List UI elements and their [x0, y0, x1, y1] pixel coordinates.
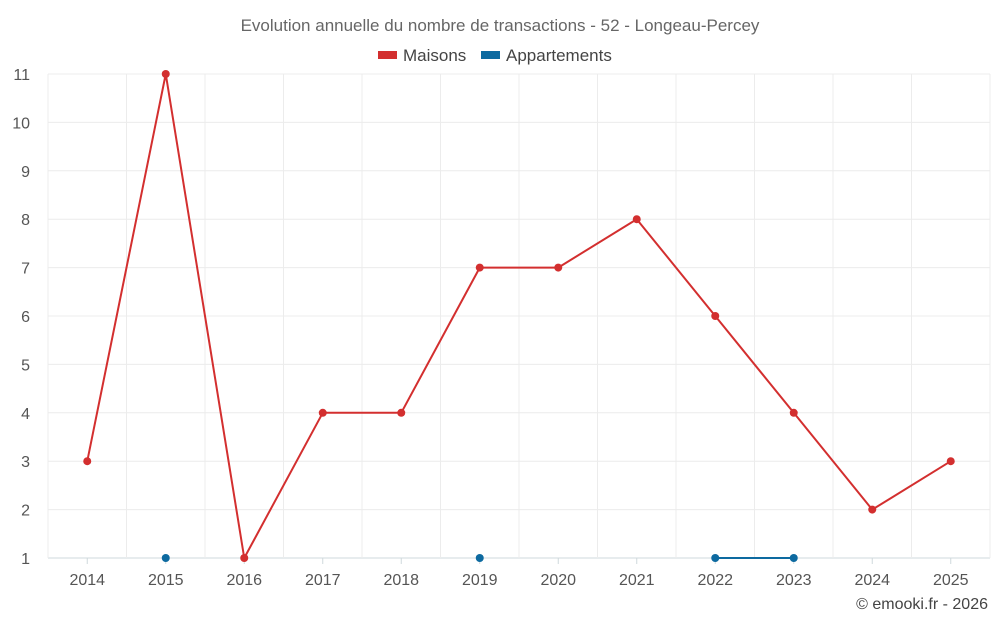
point-maisons-2025[interactable]	[946, 457, 955, 466]
x-tick-label-2016: 2016	[226, 572, 262, 589]
point-maisons-2015[interactable]	[161, 70, 170, 78]
legend-label-appartements: Appartements	[506, 46, 612, 65]
credit-text: © emooki.fr - 2026	[856, 596, 988, 613]
point-maisons-2021[interactable]	[632, 215, 641, 224]
x-tick-label-2015: 2015	[148, 572, 184, 589]
x-tick-label-2018: 2018	[383, 572, 419, 589]
plot-area	[83, 70, 955, 562]
x-tick-label-2021: 2021	[619, 572, 655, 589]
point-maisons-2017[interactable]	[318, 408, 327, 417]
y-tick-label: 1	[21, 551, 30, 568]
legend-item-appartements[interactable]: Appartements	[481, 46, 612, 65]
point-appartements-2022[interactable]	[711, 554, 720, 562]
point-maisons-2020[interactable]	[554, 263, 563, 272]
y-tick-label: 8	[21, 212, 30, 229]
x-tick-label-2024: 2024	[854, 572, 890, 589]
y-tick-label: 4	[21, 406, 30, 423]
y-tick-label: 10	[12, 115, 30, 132]
x-tick-label-2022: 2022	[697, 572, 733, 589]
legend: Maisons Appartements	[378, 46, 612, 65]
point-maisons-2019[interactable]	[475, 263, 484, 272]
x-tick-label-2025: 2025	[933, 572, 969, 589]
point-appartements-2015[interactable]	[161, 554, 170, 562]
series-line-maisons	[86, 73, 952, 559]
point-maisons-2016[interactable]	[240, 554, 249, 562]
x-tick-label-2020: 2020	[540, 572, 576, 589]
y-tick-label: 7	[21, 261, 30, 278]
x-tick-label-2023: 2023	[776, 572, 812, 589]
point-maisons-2024[interactable]	[868, 505, 877, 514]
y-tick-label: 5	[21, 357, 30, 374]
legend-swatch-appartements	[481, 51, 500, 59]
legend-item-maisons[interactable]: Maisons	[378, 46, 466, 65]
series-maisons	[83, 70, 955, 562]
point-maisons-2014[interactable]	[83, 457, 92, 466]
x-tick-label-2017: 2017	[305, 572, 341, 589]
grid	[47, 73, 991, 559]
chart-title: Evolution annuelle du nombre de transact…	[241, 16, 760, 35]
point-appartements-2023[interactable]	[789, 554, 798, 562]
point-maisons-2022[interactable]	[711, 312, 720, 320]
legend-label-maisons: Maisons	[403, 46, 466, 65]
y-tick-label: 2	[21, 503, 30, 520]
point-maisons-2023[interactable]	[789, 408, 798, 417]
x-tick-label-2019: 2019	[462, 572, 498, 589]
y-axis: 1 2 3 4 5 6 7 8 9 10 11	[12, 67, 30, 568]
y-tick-label: 6	[21, 309, 30, 326]
x-axis: 2014 2015 2016 2017 2018 2019 2020 2021 2022 2023…	[69, 558, 969, 589]
x-tick-label-2014: 2014	[69, 572, 105, 589]
y-tick-label: 3	[21, 454, 30, 471]
point-maisons-2018[interactable]	[397, 408, 406, 417]
legend-swatch-maisons	[378, 51, 397, 59]
series-appartements	[161, 554, 798, 562]
point-appartements-2019[interactable]	[475, 554, 484, 562]
y-tick-label: 9	[21, 164, 30, 181]
y-tick-label: 11	[13, 67, 30, 84]
